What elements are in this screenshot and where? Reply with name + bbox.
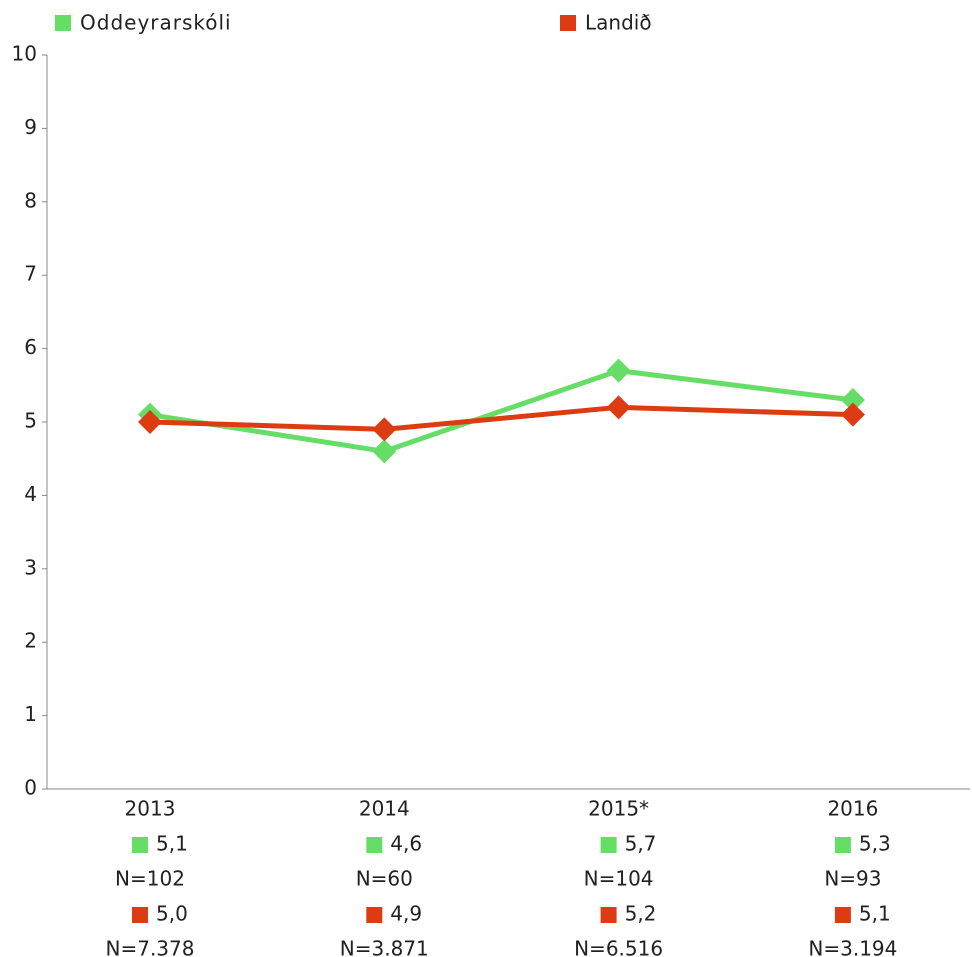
point-marker: [840, 402, 865, 427]
point-marker: [138, 410, 162, 434]
n-label: N=7.378: [106, 937, 195, 957]
n-label: N=102: [115, 867, 185, 891]
y-tick-label: 4: [24, 482, 37, 506]
value-label: 4,6: [390, 832, 422, 856]
n-label: N=3.871: [340, 937, 429, 957]
y-tick-label: 9: [24, 115, 37, 139]
table-swatch: [834, 907, 851, 923]
table-swatch: [600, 837, 617, 853]
y-tick-label: 2: [24, 629, 37, 653]
table-swatch: [132, 837, 148, 853]
value-label: 5,1: [859, 902, 891, 926]
y-tick-label: 5: [24, 409, 37, 433]
y-tick-label: 0: [24, 776, 37, 800]
table-swatch: [132, 907, 148, 923]
n-label: N=104: [584, 867, 654, 891]
value-label: 5,7: [625, 832, 657, 856]
legend-label: Landið: [585, 11, 652, 35]
series-line: [149, 404, 853, 432]
x-tick-label: 2014: [359, 797, 410, 821]
table-swatch: [366, 837, 383, 853]
n-label: N=3.194: [808, 937, 897, 957]
point-marker: [372, 417, 397, 442]
y-tick-label: 8: [24, 188, 37, 212]
point-marker: [840, 387, 865, 412]
y-tick-label: 1: [24, 702, 37, 726]
y-tick-label: 6: [24, 335, 37, 359]
value-label: 5,1: [156, 832, 188, 856]
n-label: N=6.516: [574, 937, 663, 957]
legend-swatch: [560, 15, 576, 31]
table-swatch: [834, 837, 851, 853]
x-tick-label: 2016: [827, 797, 878, 821]
x-tick-label: 2015*: [588, 797, 649, 821]
y-tick-label: 3: [24, 555, 37, 579]
y-tick-label: 10: [12, 42, 37, 66]
point-marker: [372, 439, 397, 464]
legend-swatch: [55, 15, 71, 31]
value-label: 5,2: [625, 902, 657, 926]
n-label: N=93: [824, 867, 881, 891]
table-swatch: [600, 907, 617, 923]
value-label: 5,0: [156, 902, 188, 926]
legend-label: Oddeyrarskóli: [80, 11, 232, 35]
value-label: 5,3: [859, 832, 891, 856]
x-tick-label: 2013: [125, 797, 176, 821]
point-marker: [606, 358, 631, 383]
table-swatch: [366, 907, 383, 923]
value-label: 4,9: [390, 902, 422, 926]
n-label: N=60: [356, 867, 413, 891]
series-line: [149, 368, 854, 454]
y-tick-label: 7: [24, 262, 37, 286]
point-marker: [606, 395, 631, 420]
